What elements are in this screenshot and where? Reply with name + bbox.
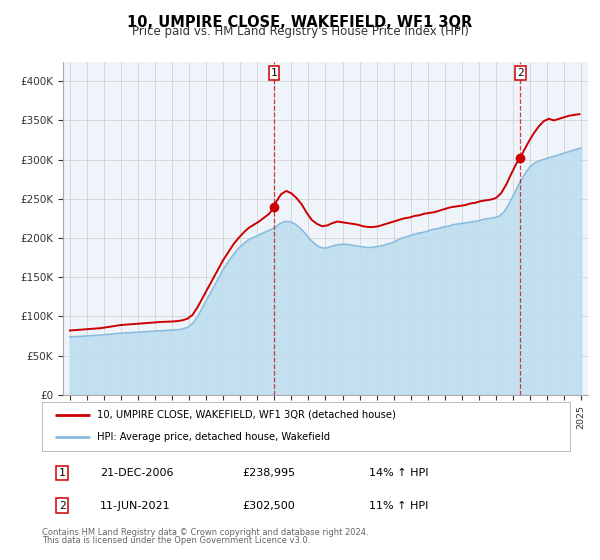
Text: 2: 2 <box>59 501 65 511</box>
Text: £302,500: £302,500 <box>242 501 295 511</box>
Text: 10, UMPIRE CLOSE, WAKEFIELD, WF1 3QR (detached house): 10, UMPIRE CLOSE, WAKEFIELD, WF1 3QR (de… <box>97 410 397 420</box>
Text: 11-JUN-2021: 11-JUN-2021 <box>100 501 171 511</box>
Text: 1: 1 <box>59 468 65 478</box>
Text: £238,995: £238,995 <box>242 468 296 478</box>
Text: Price paid vs. HM Land Registry's House Price Index (HPI): Price paid vs. HM Land Registry's House … <box>131 25 469 38</box>
Text: 1: 1 <box>271 68 277 78</box>
Text: HPI: Average price, detached house, Wakefield: HPI: Average price, detached house, Wake… <box>97 432 331 442</box>
Text: 14% ↑ HPI: 14% ↑ HPI <box>370 468 429 478</box>
Text: Contains HM Land Registry data © Crown copyright and database right 2024.: Contains HM Land Registry data © Crown c… <box>42 528 368 537</box>
Text: 11% ↑ HPI: 11% ↑ HPI <box>370 501 429 511</box>
Text: 2: 2 <box>517 68 524 78</box>
Text: 21-DEC-2006: 21-DEC-2006 <box>100 468 173 478</box>
Text: This data is licensed under the Open Government Licence v3.0.: This data is licensed under the Open Gov… <box>42 536 310 545</box>
Text: 10, UMPIRE CLOSE, WAKEFIELD, WF1 3QR: 10, UMPIRE CLOSE, WAKEFIELD, WF1 3QR <box>127 15 473 30</box>
